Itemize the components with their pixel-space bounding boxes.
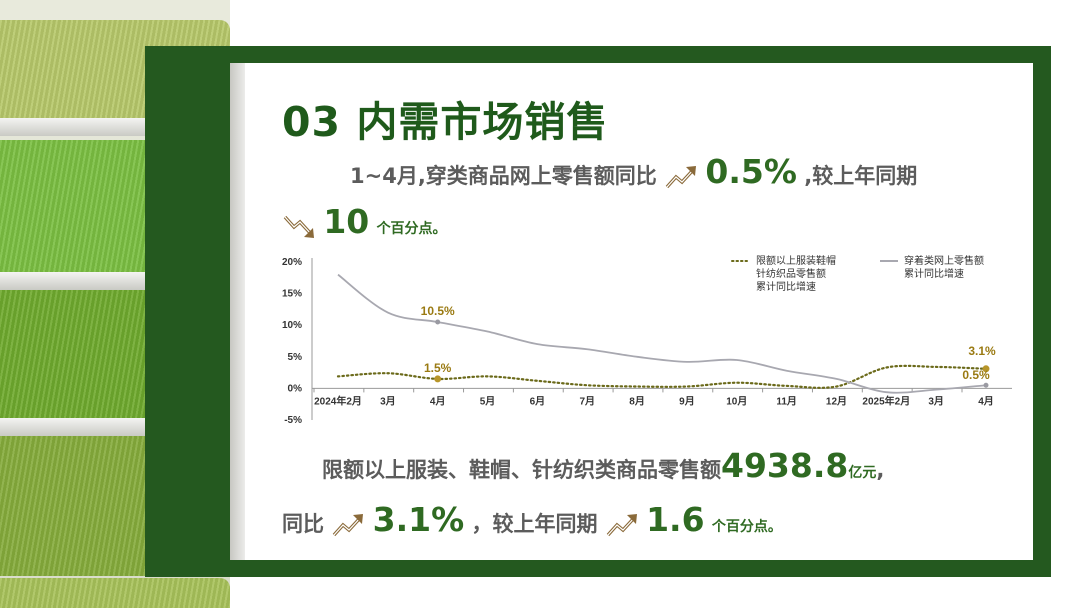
x-tick-label: 4月 [430,395,446,407]
line4-prefix: 同比 [282,512,324,536]
y-tick-label: 15% [282,289,302,300]
y-tick-label: 20% [282,257,302,268]
line2-value: 10 [323,202,370,241]
line4-value: 3.1% [372,500,465,539]
summary-line-4: 同比 3.1% ，较上年同期 1.6 个百分点。 [282,500,782,539]
series-line-0 [336,364,988,389]
x-tick-label: 6月 [530,395,546,407]
legend-label: 累计同比增速 [904,267,964,280]
line2-suffix: 个百分点。 [376,221,447,237]
x-tick-label: 11月 [776,395,797,407]
trend-up-arrow-icon [665,166,697,189]
data-label: 1.5% [424,361,452,375]
trend-up-arrow-icon [333,514,364,537]
page-title: 03 内需市场销售 [282,98,609,146]
annotation-marker [983,382,989,388]
summary-line-1: 1~4月,穿类商品网上零售额同比 0.5% ,较上年同期 [350,152,917,191]
line4-suffix: 个百分点。 [711,519,782,535]
x-tick-label: 12月 [826,395,847,407]
x-tick-label: 2025年2月 [862,394,910,407]
annotation-marker [982,365,990,373]
x-tick-label: 9月 [679,395,695,407]
y-tick-label: 5% [288,352,303,363]
trend-down-arrow-icon [283,215,314,238]
trend-up-arrow-icon [606,514,637,537]
retail-growth-chart: 20%15%10%5%0%-5% 2024年2月 3月 4月 5月 6月 7月 8月 9月 10… [282,254,1012,426]
line3-suffix: , [876,458,885,482]
x-tick-label: 7月 [579,395,595,407]
line4-middle: ，较上年同期 [471,512,598,536]
legend-label: 穿着类网上零售额 [904,254,984,267]
annotation-marker [434,375,442,383]
panel-shadow [230,63,245,560]
legend-label: 限额以上服装鞋帽 [756,254,836,267]
y-tick-label: 0% [288,383,303,394]
data-label: 10.5% [421,304,455,318]
x-tick-label: 2024年2月 [314,394,362,407]
y-tick-label: -5% [284,415,302,426]
line4-value2: 1.6 [646,500,705,539]
x-tick-label: 3月 [928,395,944,407]
x-tick-label: 4月 [978,395,994,407]
x-axis: 2024年2月 3月 4月 5月 6月 7月 8月 9月 10月 11月 12月 2025年2月 3月 4… [312,387,1012,407]
data-label: 0.5% [962,368,990,382]
series-line-1 [337,273,987,394]
x-tick-label: 8月 [629,395,645,407]
line1-prefix: 1~4月,穿类商品网上零售额同比 [350,164,657,188]
y-tick-label: 10% [282,320,302,331]
summary-line-3: 限额以上服装、鞋帽、针纺织类商品零售额4938.8亿元, [322,446,884,485]
x-tick-label: 3月 [380,395,396,407]
spool-5 [0,578,230,608]
y-axis: 20% 15% 10% 5% 0% -5% [282,257,313,426]
legend-label: 针纺织品零售额 [756,267,826,280]
data-label: 3.1% [968,344,996,358]
plot-area: 10.5% 1.5% 3.1% 0.5% [336,273,996,394]
annotation-marker [435,319,441,325]
summary-line-2: 10 个百分点。 [282,202,447,241]
x-tick-label: 10月 [726,395,747,407]
line3-value: 4938.8 [721,446,849,485]
content-panel [245,63,1033,560]
legend-label: 累计同比增速 [756,280,816,293]
line3-unit: 亿元 [848,465,877,481]
line1-suffix: ,较上年同期 [804,164,918,188]
x-tick-label: 5月 [480,395,496,407]
line3-prefix: 限额以上服装、鞋帽、针纺织类商品零售额 [322,458,721,482]
line1-value: 0.5% [705,152,797,191]
